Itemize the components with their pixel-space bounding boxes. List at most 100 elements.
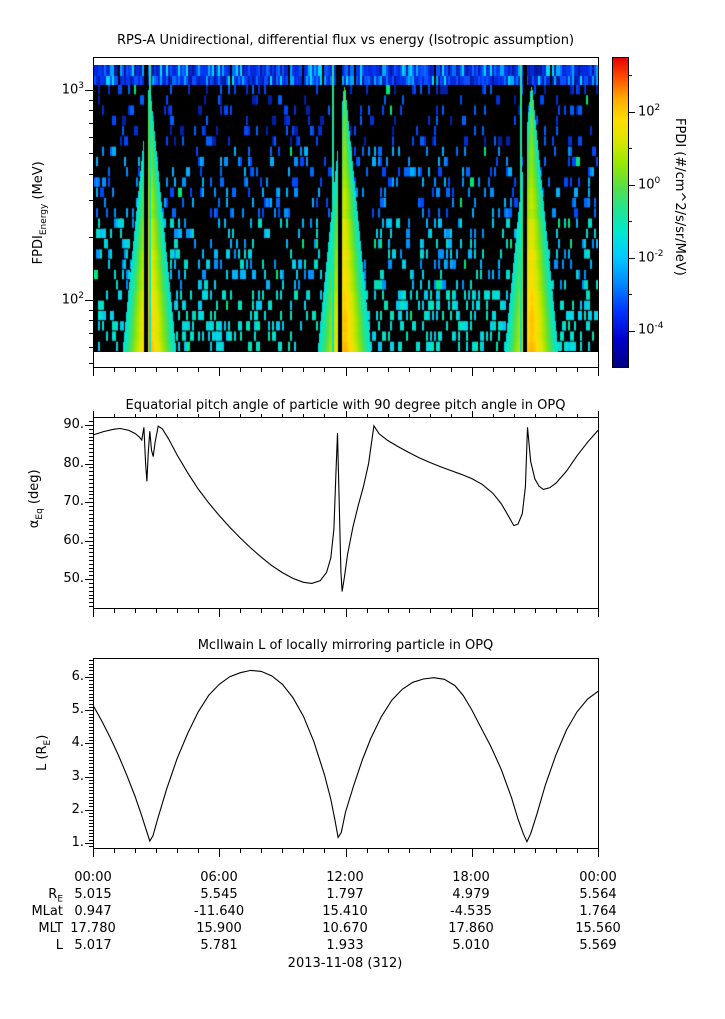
- tick-mark: [89, 684, 93, 685]
- tick-mark: [367, 414, 368, 417]
- tick-mark: [198, 414, 199, 417]
- tick-mark: [89, 595, 93, 596]
- tick-mark: [629, 331, 635, 332]
- tick-mark: [89, 757, 93, 758]
- l-tick-6: 6.: [71, 669, 84, 684]
- footer-value: 5.781: [200, 938, 238, 953]
- colorbar: [612, 57, 629, 368]
- tick-mark: [303, 368, 304, 372]
- tick-mark: [367, 849, 368, 853]
- tick-mark: [85, 464, 93, 465]
- tick-mark: [219, 849, 220, 857]
- tick-mark: [219, 368, 220, 376]
- tick-mark: [89, 552, 93, 553]
- tick-mark: [85, 579, 93, 580]
- tick-mark: [472, 849, 473, 857]
- energy-tick-label-1e2: 102: [61, 291, 84, 308]
- tick-mark: [89, 448, 93, 449]
- tick-mark: [85, 810, 93, 811]
- tick-mark: [493, 609, 494, 613]
- tick-mark: [89, 333, 93, 334]
- tick-mark: [89, 727, 93, 728]
- tick-mark: [93, 849, 94, 857]
- tick-mark: [282, 414, 283, 417]
- time-label-0000a: 00:00: [74, 870, 112, 885]
- tick-mark: [89, 760, 93, 761]
- tick-mark: [303, 849, 304, 853]
- tick-mark: [556, 368, 557, 372]
- tick-mark: [556, 609, 557, 613]
- tick-mark: [451, 368, 452, 372]
- tick-mark: [89, 237, 93, 238]
- tick-mark: [89, 571, 93, 572]
- colorbar-tick-label-1e-4: 10-4: [638, 321, 664, 338]
- tick-mark: [89, 320, 93, 321]
- l-curve-svg: [94, 669, 598, 844]
- tick-mark: [89, 833, 93, 834]
- tick-mark: [629, 221, 632, 222]
- tick-mark: [219, 609, 220, 617]
- tick-mark: [89, 556, 93, 557]
- footer-value: 5.569: [579, 938, 617, 953]
- tick-mark: [89, 460, 93, 461]
- footer-row-label-mlat: MLat: [31, 904, 63, 919]
- tick-mark: [135, 849, 136, 853]
- tick-mark: [577, 849, 578, 853]
- tick-mark: [89, 694, 93, 695]
- tick-mark: [346, 368, 347, 376]
- tick-mark: [89, 830, 93, 831]
- tick-mark: [89, 602, 93, 603]
- tick-mark: [303, 609, 304, 613]
- tick-mark: [89, 780, 93, 781]
- tick-mark: [89, 518, 93, 519]
- tick-mark: [89, 598, 93, 599]
- tick-mark: [89, 840, 93, 841]
- tick-mark: [89, 575, 93, 576]
- footer-value: 1.764: [579, 904, 617, 919]
- tick-mark: [577, 414, 578, 417]
- alpha-tick-60: 60.: [63, 533, 84, 548]
- tick-mark: [89, 720, 93, 721]
- tick-mark: [89, 483, 93, 484]
- data-curve: [94, 669, 598, 844]
- tick-mark: [135, 609, 136, 613]
- tick-mark: [282, 368, 283, 372]
- tick-mark: [514, 849, 515, 853]
- tick-mark: [89, 704, 93, 705]
- tick-mark: [472, 609, 473, 617]
- tick-mark: [261, 368, 262, 372]
- tick-mark: [89, 174, 93, 175]
- tick-mark: [346, 411, 347, 417]
- tick-mark: [629, 294, 632, 295]
- footer-value: 5.010: [452, 938, 490, 953]
- tick-mark: [135, 368, 136, 372]
- tick-mark: [388, 368, 389, 372]
- tick-mark: [629, 258, 635, 259]
- tick-mark: [89, 456, 93, 457]
- date-label: 2013-11-08 (312): [287, 956, 403, 971]
- tick-mark: [89, 529, 93, 530]
- tick-mark: [219, 411, 220, 417]
- tick-mark: [89, 813, 93, 814]
- tick-mark: [89, 667, 93, 668]
- tick-mark: [514, 609, 515, 613]
- tick-mark: [177, 368, 178, 372]
- l-tick-3: 3.: [71, 769, 84, 784]
- tick-mark: [577, 609, 578, 613]
- footer-value: 17.780: [70, 921, 116, 936]
- panel3-frame: [93, 658, 599, 849]
- tick-mark: [85, 90, 93, 91]
- tick-mark: [598, 849, 599, 857]
- tick-mark: [324, 414, 325, 417]
- tick-mark: [430, 849, 431, 853]
- tick-mark: [114, 609, 115, 613]
- colorbar-tick-label-1e2: 102: [638, 103, 661, 120]
- footer-value: 15.900: [196, 921, 242, 936]
- tick-mark: [430, 609, 431, 613]
- tick-mark: [114, 368, 115, 372]
- tick-mark: [240, 849, 241, 853]
- tick-mark: [240, 414, 241, 417]
- tick-mark: [282, 609, 283, 613]
- tick-mark: [89, 750, 93, 751]
- alpha-tick-90: 90.: [63, 417, 84, 432]
